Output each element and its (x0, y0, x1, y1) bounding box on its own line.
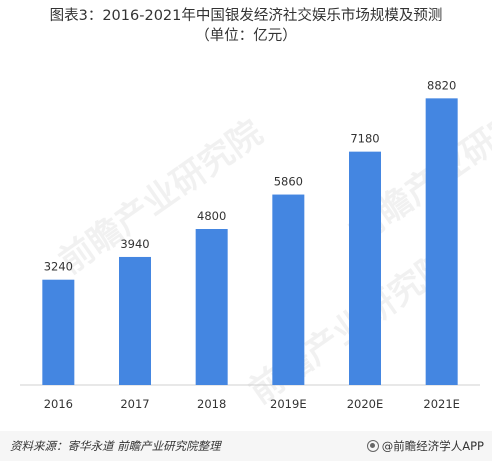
x-tick-label: 2019E (270, 397, 307, 411)
bar-2019E (272, 194, 305, 385)
chart-title: 图表3：2016-2021年中国银发经济社交娱乐市场规模及预测 （单位：亿元） (0, 6, 492, 46)
data-label: 3940 (120, 237, 149, 251)
bar-2018 (195, 229, 228, 385)
footer: 资料来源：寄华永道 前瞻产业研究院整理 @前瞻经济学人APP (0, 431, 492, 461)
bar-2020E (349, 151, 381, 385)
bar-2016 (42, 279, 75, 385)
brand-link[interactable]: @前瞻经济学人APP (366, 438, 484, 454)
bar-chart: 3240 2016 3940 2017 4800 2018 5860 2019E 7180 202… (20, 78, 480, 411)
chart-title-line2: （单位：亿元） (195, 28, 297, 44)
source-note: 资料来源：寄华永道 前瞻产业研究院整理 (10, 439, 221, 453)
x-tick-label: 2017 (120, 397, 149, 411)
data-label: 5860 (274, 175, 303, 189)
brand-label: @前瞻经济学人APP (381, 439, 484, 453)
data-label: 7180 (350, 132, 379, 146)
x-tick-label: 2016 (44, 397, 73, 411)
bar-2017 (119, 256, 151, 385)
bar-2021E (425, 98, 458, 385)
x-tick-label: 2020E (347, 397, 384, 411)
data-label: 4800 (197, 209, 226, 223)
data-label: 8820 (427, 78, 456, 92)
brand-logo-icon (366, 440, 379, 452)
x-tick-label: 2018 (197, 397, 226, 411)
x-tick-label: 2021E (423, 397, 460, 411)
data-label: 3240 (44, 260, 73, 274)
chart-title-line1: 图表3：2016-2021年中国银发经济社交娱乐市场规模及预测 (49, 8, 443, 24)
